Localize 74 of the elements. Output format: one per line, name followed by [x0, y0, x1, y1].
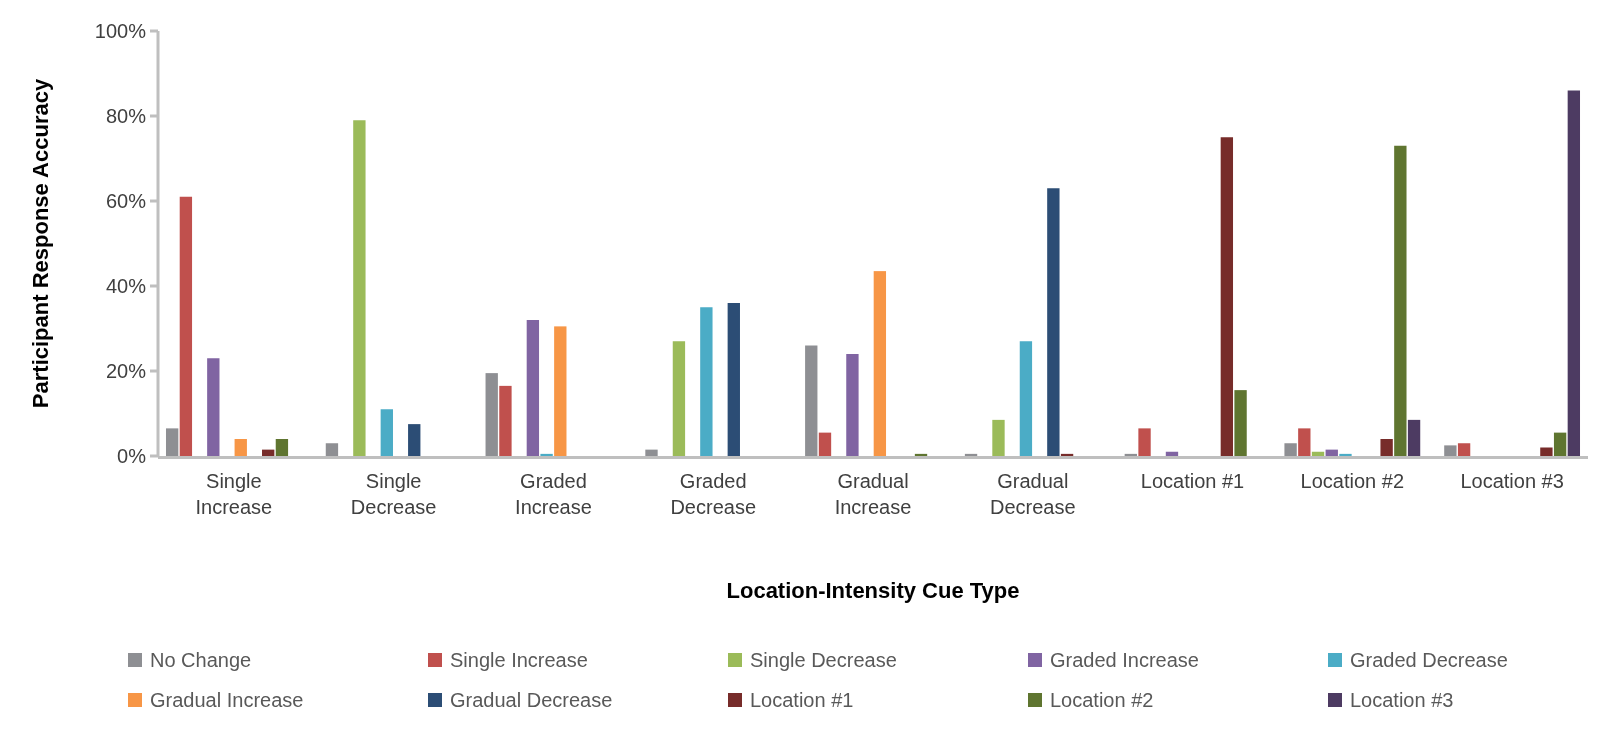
bar: [1298, 428, 1311, 456]
bar: [700, 307, 713, 456]
bar: [540, 453, 553, 456]
bar: [1138, 428, 1151, 456]
legend-label: Location #3: [1350, 689, 1454, 711]
bar: [1019, 341, 1033, 456]
x-tick-label: Gradual Decrease: [989, 470, 1076, 518]
bar: [499, 385, 512, 456]
bar: [526, 320, 540, 456]
bar: [1553, 432, 1567, 456]
bar: [554, 326, 567, 456]
y-tick-label: 20%: [105, 360, 147, 382]
bar: [234, 439, 247, 456]
bar: [1540, 447, 1553, 456]
bar: [805, 345, 818, 456]
bar: [1380, 439, 1393, 456]
y-tick-label: 40%: [105, 275, 147, 297]
bar: [408, 424, 421, 456]
legend-label: No Change: [150, 649, 252, 671]
bar: [353, 120, 366, 456]
x-tick-label: Location #1: [1140, 470, 1245, 492]
bar: [1444, 445, 1457, 456]
bar: [672, 341, 686, 456]
bar: [727, 303, 740, 456]
bar: [1407, 419, 1421, 456]
y-tick-label: 0%: [117, 445, 147, 467]
y-tick-label: 100%: [94, 20, 147, 42]
legend-label: Single Increase: [450, 649, 588, 671]
bar: [275, 439, 289, 456]
bar: [992, 419, 1005, 456]
bar: [380, 409, 393, 456]
bar: [1394, 145, 1407, 456]
bar: [1567, 90, 1581, 456]
bar: [1325, 449, 1338, 456]
bar: [1234, 390, 1247, 456]
bar: [165, 428, 179, 456]
bar: [846, 354, 859, 456]
legend-label: Gradual Decrease: [450, 689, 613, 711]
legend-label: Graded Decrease: [1350, 649, 1508, 671]
bar: [207, 358, 220, 456]
bar: [1165, 451, 1179, 456]
y-tick-label: 80%: [105, 105, 147, 127]
bar: [262, 449, 275, 456]
bar: [818, 432, 832, 456]
bar: [325, 443, 339, 456]
bar: [485, 373, 498, 456]
legend-label: Gradual Increase: [150, 689, 304, 711]
x-tick-label: Graded Decrease: [670, 470, 757, 518]
x-tick-label: Single Increase: [195, 470, 273, 518]
bar: [179, 196, 193, 456]
bar: [914, 453, 928, 456]
bar: [645, 449, 658, 456]
bar: [1311, 451, 1325, 456]
x-tick-label: Single Decrease: [350, 470, 437, 518]
x-tick-label: Graded Increase: [515, 470, 592, 518]
bar: [964, 453, 978, 456]
bar: [1060, 453, 1074, 456]
y-tick-label: 60%: [105, 190, 147, 212]
x-tick-label: Location #2: [1300, 470, 1405, 492]
legend-label: Graded Increase: [1050, 649, 1199, 671]
bar: [1457, 443, 1471, 456]
y-axis-title: Participant Response Accuracy: [28, 78, 53, 409]
legend-label: Location #2: [1050, 689, 1154, 711]
legend-label: Location #1: [750, 689, 854, 711]
x-axis-title: Location-Intensity Cue Type: [726, 578, 1020, 603]
x-tick-label: Location #3: [1460, 470, 1564, 492]
bar: [1284, 443, 1297, 456]
legend-label: Single Decrease: [750, 649, 897, 671]
bar: [873, 271, 887, 456]
bar: [1047, 188, 1060, 456]
bar: [1220, 137, 1234, 456]
bar: [1124, 453, 1137, 456]
bar: [1339, 453, 1352, 456]
x-tick-label: Gradual Increase: [834, 470, 912, 518]
